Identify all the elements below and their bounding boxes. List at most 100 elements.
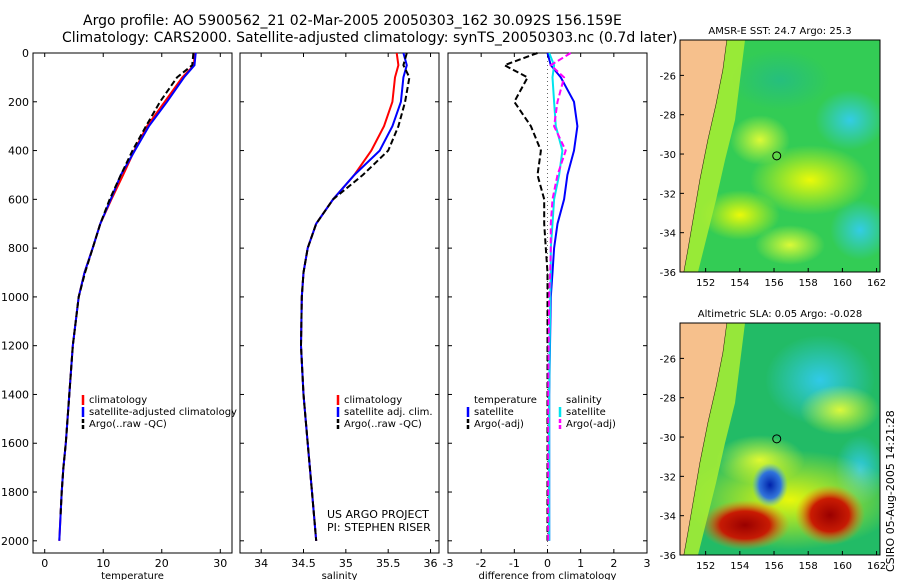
temperature-ytick-label: 1600: [1, 437, 29, 450]
sla-map-field: [680, 323, 880, 555]
sla_map-ytick-label: -26: [660, 354, 676, 365]
salinity-legend-label: satellite adj. clim.: [344, 407, 433, 418]
sla_map-xtick-label: 152: [696, 561, 715, 572]
temperature-legend-label: climatology: [89, 395, 147, 406]
difference-series-0: [546, 52, 579, 541]
sla_map-xtick-label: 160: [833, 561, 852, 572]
salinity-xtick-label: 35: [339, 557, 353, 570]
temperature-xlabel: temperature: [101, 571, 164, 580]
project-label-line1: US ARGO PROJECT: [327, 508, 429, 521]
sst_map-ytick-label: -34: [660, 229, 676, 240]
temperature-xtick-label: 20: [155, 557, 169, 570]
sst_map-xtick-label: 158: [799, 278, 818, 289]
sst_map-title: AMSR-E SST: 24.7 Argo: 25.3: [708, 26, 851, 37]
temperature-xtick-label: 0: [41, 557, 48, 570]
sst_map-xtick-label: 162: [867, 278, 886, 289]
sla_map-title: Altimetric SLA: 0.05 Argo: -0.028: [698, 309, 863, 320]
sla_map-ytick-label: -32: [660, 472, 676, 483]
sst_map-xtick-label: 154: [730, 278, 749, 289]
difference-legend-label: temperature: [474, 395, 537, 406]
salinity-panel: 34 34.5 35 35.5 36 salinity climatologysatell…: [239, 52, 440, 580]
difference-series-3: [547, 52, 572, 541]
temperature-legend-label: satellite-adjusted climatology: [89, 407, 237, 418]
sla_map-xtick-label: 162: [867, 561, 886, 572]
difference-xtick-label: 3: [644, 557, 651, 570]
temperature-ytick-label: 400: [8, 145, 29, 158]
sla_map-argo-marker: [772, 434, 782, 444]
difference-xlabel: difference from climatology: [479, 571, 617, 580]
temperature-series-2: [59, 52, 195, 517]
salinity-xtick-label: 34.5: [291, 557, 316, 570]
sla-shelf: [684, 323, 745, 555]
temperature-ytick-label: 1200: [1, 340, 29, 353]
salinity-frame: [239, 52, 440, 554]
sla_map-frame: [679, 322, 881, 556]
salinity-xtick-label: 35.5: [376, 557, 401, 570]
difference-xtick-label: -2: [476, 557, 487, 570]
difference-legend-label: Argo(-adj): [474, 419, 524, 430]
difference-legend-label: salinity: [566, 395, 602, 406]
sst_map-xtick-label: 152: [696, 278, 715, 289]
difference-series-2: [548, 52, 564, 541]
sla_map-ytick-label: -36: [660, 551, 676, 562]
salinity-legend-label: climatology: [344, 395, 402, 406]
temperature-series-1: [58, 52, 197, 541]
temperature-ytick-label: 1000: [1, 291, 29, 304]
sla_map-xtick-label: 154: [730, 561, 749, 572]
salinity-series-1: [299, 52, 408, 541]
temperature-xtick-label: 30: [213, 557, 227, 570]
sla_map-ytick-label: -34: [660, 512, 676, 523]
difference-xtick-label: -3: [443, 557, 454, 570]
sst_map-ytick-label: -30: [660, 150, 676, 161]
difference-panel: -3 -2 -1 0 1 2 3 difference from climatology tem…: [443, 52, 651, 580]
sst_map-xtick-label: 160: [833, 278, 852, 289]
temperature-ytick-label: 800: [8, 242, 29, 255]
temperature-ytick-label: 2000: [1, 535, 29, 548]
sst_map-ytick-label: -36: [660, 268, 676, 279]
temperature-frame: [32, 52, 233, 554]
sla_map-xtick-label: 156: [764, 561, 783, 572]
temperature-ytick-label: 600: [8, 193, 29, 206]
salinity-xlabel: salinity: [322, 571, 358, 580]
difference-legend: temperaturesatelliteArgo(-adj)salinitysa…: [466, 395, 616, 430]
sst-shelf: [684, 40, 745, 272]
difference-xtick-label: -1: [509, 557, 520, 570]
salinity-xtick-label: 36: [424, 557, 438, 570]
temperature-ytick-label: 200: [8, 96, 29, 109]
sla_map-ytick-label: -30: [660, 433, 676, 444]
temperature-legend-label: Argo(..raw -QC): [89, 419, 167, 430]
difference-legend-label: Argo(-adj): [566, 419, 616, 430]
salinity-series-0: [299, 52, 400, 541]
salinity-legend-label: Argo(..raw -QC): [344, 419, 422, 430]
sst_map-xtick-label: 156: [764, 278, 783, 289]
temperature-ytick-label: 0: [22, 47, 29, 60]
difference-legend-label: satellite: [474, 407, 514, 418]
sst_map-frame: [679, 39, 881, 273]
difference-xtick-label: 1: [577, 557, 584, 570]
figure-title-line2: Climatology: CARS2000. Satellite-adjuste…: [62, 30, 678, 46]
sst_map-argo-marker: [772, 151, 782, 161]
credit-label: CSIRO 05-Aug-2005 14:21:28: [884, 410, 897, 572]
sst_map-ytick-label: -28: [660, 111, 676, 122]
sst_map-ytick-label: -32: [660, 189, 676, 200]
temperature-ytick-label: 1400: [1, 388, 29, 401]
temperature-ytick-label: 1800: [1, 486, 29, 499]
sla_map-ytick-label: -28: [660, 394, 676, 405]
sst_map: AMSR-E SST: 24.7 Argo: 25.3 152 154 156 158 1…: [660, 26, 886, 289]
sla_map-xtick-label: 158: [799, 561, 818, 572]
sla_map: Altimetric SLA: 0.05 Argo: -0.028 152 154 1…: [660, 309, 886, 572]
temperature-panel: 0 10 20 30 0 200 400 600 800 1000 1200 1400 1600 1800…: [1, 47, 237, 580]
difference-series-1: [501, 52, 549, 541]
project-label-line2: PI: STEPHEN RISER: [327, 521, 431, 534]
sst_map-ytick-label: -26: [660, 71, 676, 82]
temperature-xtick-label: 10: [96, 557, 110, 570]
difference-legend-label: satellite: [566, 407, 606, 418]
difference-xtick-label: 2: [610, 557, 617, 570]
figure-title-line1: Argo profile: AO 5900562_21 02-Mar-2005 …: [83, 13, 622, 29]
sst-map-field: [680, 40, 880, 272]
difference-xtick-label: 0: [544, 557, 551, 570]
salinity-xtick-label: 34: [254, 557, 268, 570]
